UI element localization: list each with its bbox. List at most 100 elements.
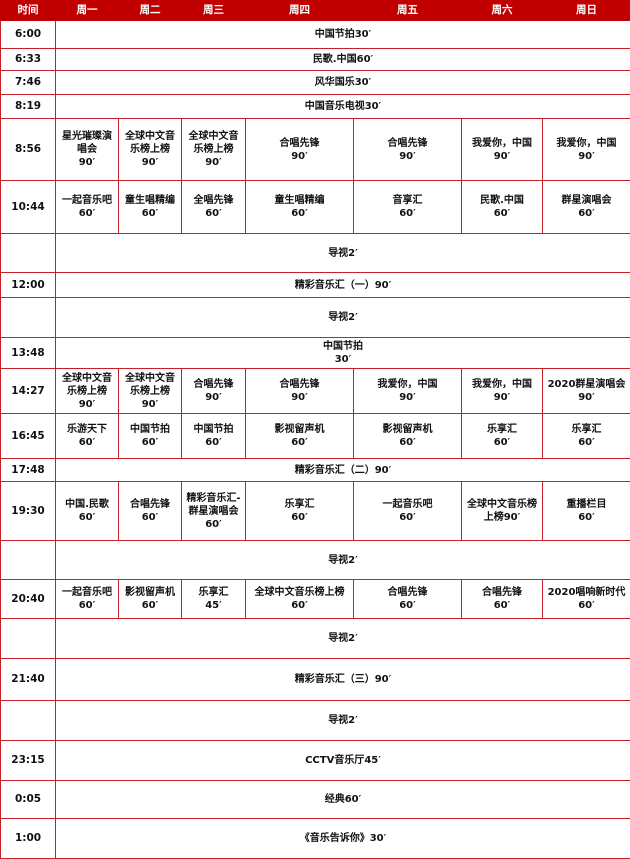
program-cell-all-week: 精彩音乐汇（二）90′ — [56, 459, 630, 482]
program-cell: 童生唱精编 60′ — [119, 181, 182, 234]
time-cell: 0:05 — [1, 781, 56, 819]
program-cell: 群星演唱会 60′ — [543, 181, 630, 234]
time-cell: 19:30 — [1, 482, 56, 541]
program-cell-all-week: 中国节拍 30′ — [56, 338, 630, 369]
program-cell: 全唱先锋 60′ — [182, 181, 246, 234]
time-cell: 8:56 — [1, 119, 56, 181]
program-cell: 一起音乐吧 60′ — [354, 482, 462, 541]
program-cell: 合唱先锋 60′ — [354, 580, 462, 619]
program-cell: 全球中文音乐榜上榜 60′ — [246, 580, 354, 619]
time-cell: 6:33 — [1, 49, 56, 71]
program-cell: 星光璀璨演 唱会 90′ — [56, 119, 119, 181]
program-cell-all-week: 中国节拍30′ — [56, 21, 630, 49]
time-cell: 17:48 — [1, 459, 56, 482]
program-cell: 我爱你，中国 90′ — [462, 119, 543, 181]
header-day: 周三 — [182, 1, 246, 21]
program-cell: 中国.民歌 60′ — [56, 482, 119, 541]
schedule-row: 导视2′ — [1, 619, 630, 659]
program-cell-all-week: 《音乐告诉你》30′ — [56, 819, 630, 859]
time-cell: 20:40 — [1, 580, 56, 619]
program-cell: 一起音乐吧 60′ — [56, 181, 119, 234]
program-cell-all-week: 导视2′ — [56, 701, 630, 741]
program-cell-all-week: 精彩音乐汇（一）90′ — [56, 273, 630, 298]
program-cell: 全球中文音 乐榜上榜 90′ — [182, 119, 246, 181]
header-day: 周日 — [543, 1, 630, 21]
program-cell-all-week: 导视2′ — [56, 298, 630, 338]
program-cell: 我爱你，中国 90′ — [354, 369, 462, 414]
program-cell: 精彩音乐汇- 群星演唱会 60′ — [182, 482, 246, 541]
header-row: 时间周一周二周三周四周五周六周日 — [1, 1, 630, 21]
program-cell: 2020唱响新时代 60′ — [543, 580, 630, 619]
time-cell: 8:19 — [1, 95, 56, 119]
program-cell: 重播栏目 60′ — [543, 482, 630, 541]
program-cell-all-week: 导视2′ — [56, 234, 630, 273]
program-cell: 合唱先锋 60′ — [462, 580, 543, 619]
program-cell: 合唱先锋 90′ — [354, 119, 462, 181]
header-day: 周六 — [462, 1, 543, 21]
program-cell: 全球中文音 乐榜上榜 90′ — [56, 369, 119, 414]
time-cell — [1, 541, 56, 580]
program-cell: 全球中文音乐榜 上榜90′ — [462, 482, 543, 541]
program-cell: 影视留声机 60′ — [246, 414, 354, 459]
time-cell: 12:00 — [1, 273, 56, 298]
program-cell-all-week: 中国音乐电视30′ — [56, 95, 630, 119]
program-cell: 合唱先锋 90′ — [246, 369, 354, 414]
program-cell: 中国节拍 60′ — [119, 414, 182, 459]
program-cell: 民歌.中国 60′ — [462, 181, 543, 234]
header-day: 周四 — [246, 1, 354, 21]
header-time: 时间 — [1, 1, 56, 21]
program-cell: 乐游天下 60′ — [56, 414, 119, 459]
schedule-row: 导视2′ — [1, 541, 630, 580]
program-cell: 合唱先锋 90′ — [246, 119, 354, 181]
program-cell: 影视留声机 60′ — [354, 414, 462, 459]
time-cell: 13:48 — [1, 338, 56, 369]
time-cell: 23:15 — [1, 741, 56, 781]
time-cell: 7:46 — [1, 71, 56, 95]
schedule-row: 导视2′ — [1, 234, 630, 273]
program-cell: 乐享汇 60′ — [246, 482, 354, 541]
schedule-row: 导视2′ — [1, 298, 630, 338]
program-cell: 我爱你，中国 90′ — [462, 369, 543, 414]
program-cell: 全球中文音 乐榜上榜 90′ — [119, 369, 182, 414]
schedule-row: 1:00《音乐告诉你》30′ — [1, 819, 630, 859]
program-cell: 中国节拍 60′ — [182, 414, 246, 459]
program-cell: 合唱先锋 90′ — [182, 369, 246, 414]
program-cell: 乐享汇 45′ — [182, 580, 246, 619]
time-cell: 10:44 — [1, 181, 56, 234]
time-cell — [1, 619, 56, 659]
program-cell: 音享汇 60′ — [354, 181, 462, 234]
program-cell-all-week: 风华国乐30′ — [56, 71, 630, 95]
time-cell: 6:00 — [1, 21, 56, 49]
program-cell: 影视留声机 60′ — [119, 580, 182, 619]
time-cell — [1, 298, 56, 338]
time-cell — [1, 234, 56, 273]
time-cell: 1:00 — [1, 819, 56, 859]
program-cell: 童生唱精编 60′ — [246, 181, 354, 234]
program-cell-all-week: CCTV音乐厅45′ — [56, 741, 630, 781]
program-cell-all-week: 精彩音乐汇（三）90′ — [56, 659, 630, 701]
header-day: 周一 — [56, 1, 119, 21]
program-cell: 一起音乐吧 60′ — [56, 580, 119, 619]
header-day: 周五 — [354, 1, 462, 21]
program-cell: 乐享汇 60′ — [462, 414, 543, 459]
time-cell — [1, 701, 56, 741]
time-cell: 16:45 — [1, 414, 56, 459]
schedule-row: 导视2′ — [1, 701, 630, 741]
time-cell: 21:40 — [1, 659, 56, 701]
program-cell-all-week: 导视2′ — [56, 619, 630, 659]
